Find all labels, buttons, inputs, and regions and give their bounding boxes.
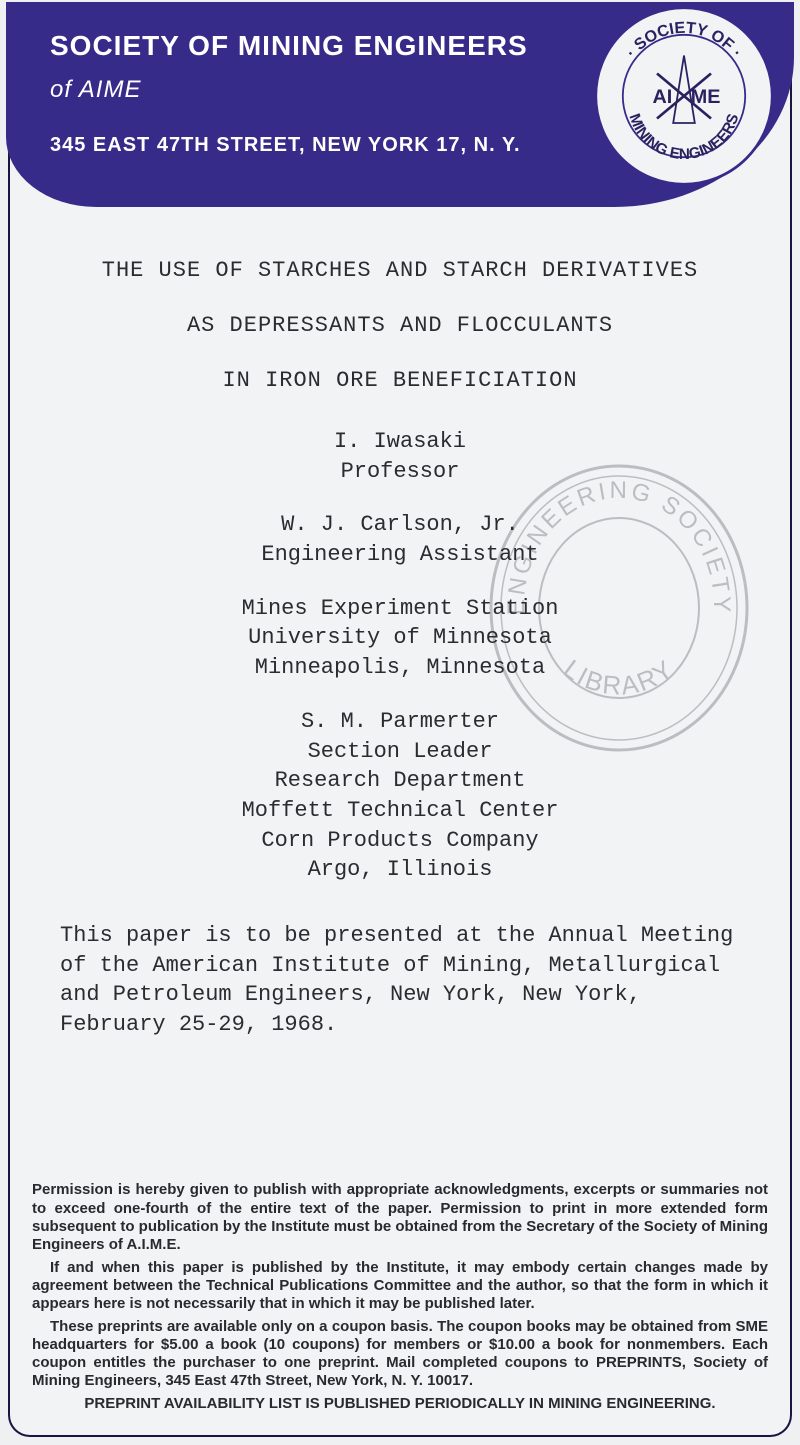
fineprint-paragraph: If and when this paper is published by t… bbox=[32, 1259, 768, 1314]
org-title: SOCIETY OF MINING ENGINEERS bbox=[50, 30, 644, 62]
fineprint-final: PREPRINT AVAILABILITY LIST IS PUBLISHED … bbox=[32, 1395, 768, 1413]
affiliation-line: Corn Products Company bbox=[54, 826, 746, 856]
author-role: Professor bbox=[54, 457, 746, 487]
paper-body: THE USE OF STARCHES AND STARCH DERIVATIV… bbox=[54, 258, 746, 1040]
affiliation-line: Moffett Technical Center bbox=[54, 796, 746, 826]
society-seal-icon: · SOCIETY OF · MINING ENGINEERS AI ME bbox=[594, 6, 774, 186]
affiliation-line: Argo, Illinois bbox=[54, 855, 746, 885]
authors-block: I. Iwasaki Professor W. J. Carlson, Jr. … bbox=[54, 427, 746, 885]
paper-title-line: THE USE OF STARCHES AND STARCH DERIVATIV… bbox=[54, 258, 746, 283]
author-name: S. M. Parmerter bbox=[54, 707, 746, 737]
fine-print: Permission is hereby given to publish wi… bbox=[32, 1181, 768, 1417]
affiliation-line: University of Minnesota bbox=[54, 623, 746, 653]
affiliation-line: Research Department bbox=[54, 766, 746, 796]
affiliation-line: Mines Experiment Station bbox=[54, 594, 746, 624]
fineprint-paragraph: These preprints are available only on a … bbox=[32, 1318, 768, 1391]
svg-text:AI: AI bbox=[653, 86, 673, 108]
document-page: SOCIETY OF MINING ENGINEERS of AIME 345 … bbox=[8, 8, 792, 1437]
org-subtitle: of AIME bbox=[50, 76, 644, 104]
paper-title-line: AS DEPRESSANTS AND FLOCCULANTS bbox=[54, 313, 746, 338]
presentation-note: This paper is to be presented at the Ann… bbox=[54, 921, 746, 1040]
author-role: Engineering Assistant bbox=[54, 540, 746, 570]
affiliation-line: Minneapolis, Minnesota bbox=[54, 653, 746, 683]
author-name: I. Iwasaki bbox=[54, 427, 746, 457]
author-role: Section Leader bbox=[54, 737, 746, 767]
org-address: 345 EAST 47TH STREET, NEW YORK 17, N. Y. bbox=[50, 134, 644, 157]
paper-title-line: IN IRON ORE BENEFICIATION bbox=[54, 368, 746, 393]
fineprint-paragraph: Permission is hereby given to publish wi… bbox=[32, 1181, 768, 1254]
author-name: W. J. Carlson, Jr. bbox=[54, 510, 746, 540]
